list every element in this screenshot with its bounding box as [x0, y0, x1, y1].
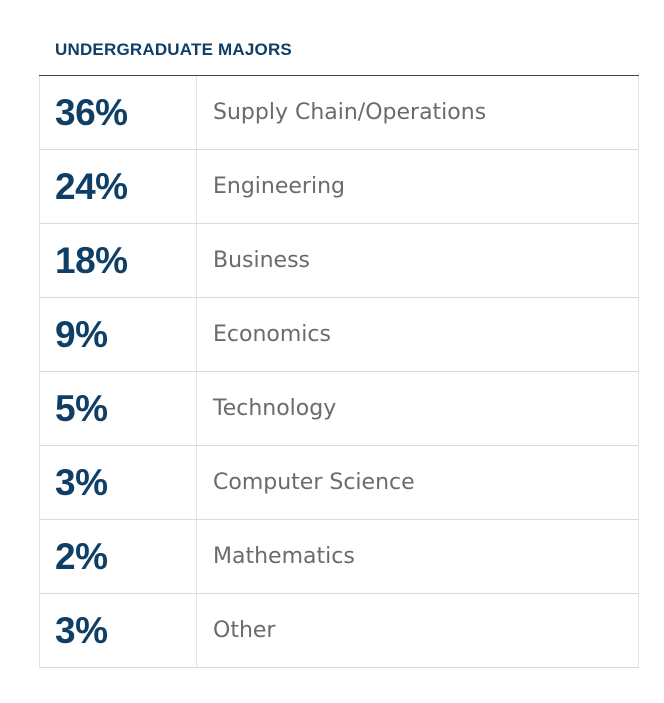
percent-value: 36%	[40, 76, 197, 149]
major-name: Supply Chain/Operations	[213, 100, 487, 125]
percent-value: 2%	[40, 520, 197, 593]
major-name: Engineering	[213, 174, 345, 199]
table-row: 36% Supply Chain/Operations	[39, 76, 639, 150]
majors-table: 36% Supply Chain/Operations 24% Engineer…	[39, 75, 639, 668]
major-name: Computer Science	[213, 470, 415, 495]
percent-value: 5%	[40, 372, 197, 445]
major-name: Technology	[213, 396, 337, 421]
table-row: 9% Economics	[39, 298, 639, 372]
percent-value: 3%	[40, 446, 197, 519]
percent-value: 9%	[40, 298, 197, 371]
table-row: 3% Computer Science	[39, 446, 639, 520]
percent-value: 24%	[40, 150, 197, 223]
table-row: 3% Other	[39, 594, 639, 668]
table-row: 2% Mathematics	[39, 520, 639, 594]
section-title: UNDERGRADUATE MAJORS	[55, 40, 292, 59]
major-name: Business	[213, 248, 311, 273]
major-name: Economics	[213, 322, 331, 347]
percent-value: 18%	[40, 224, 197, 297]
table-row: 18% Business	[39, 224, 639, 298]
table-row: 24% Engineering	[39, 150, 639, 224]
percent-value: 3%	[40, 594, 197, 667]
table-row: 5% Technology	[39, 372, 639, 446]
major-name: Other	[213, 618, 276, 643]
major-name: Mathematics	[213, 544, 355, 569]
